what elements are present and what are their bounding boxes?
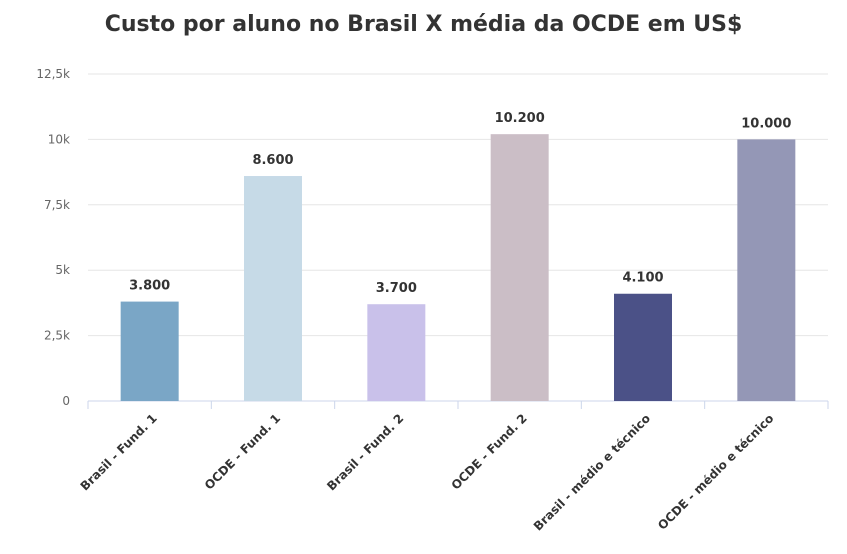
chart-title: Custo por aluno no Brasil X média da OCD… xyxy=(104,12,743,37)
bar[interactable] xyxy=(120,301,179,401)
labels-layer: 3.800 Brasil - Fund. 1 8.600 OCDE - Fund. 1… xyxy=(78,111,792,533)
x-tick-label: OCDE - Fund. 1 xyxy=(202,411,283,492)
y-tick-label: 2,5k xyxy=(44,329,70,343)
bar[interactable] xyxy=(614,293,672,401)
data-label: 4.100 xyxy=(622,271,663,286)
x-tick-label: OCDE - Fund. 2 xyxy=(449,411,530,492)
grid-layer xyxy=(88,73,828,337)
bar[interactable] xyxy=(737,139,796,401)
bar[interactable] xyxy=(367,304,426,401)
data-label: 3.700 xyxy=(376,281,417,296)
y-tick-label: 0 xyxy=(62,394,70,408)
y-tick-label: 12,5k xyxy=(36,67,70,81)
data-label: 3.800 xyxy=(129,279,170,294)
y-tick-label: 5k xyxy=(55,263,70,277)
axis-layer: 0 2,5k 5k 7,5k 10k 12,5k xyxy=(36,67,829,409)
y-tick-label: 10k xyxy=(48,132,70,146)
data-label: 10.000 xyxy=(741,116,791,131)
data-label: 8.600 xyxy=(252,153,293,168)
x-tick-label: Brasil - Fund. 2 xyxy=(324,411,406,493)
x-tick-label: OCDE - médio e técnico xyxy=(655,411,776,532)
bars-layer xyxy=(120,134,796,401)
bar[interactable] xyxy=(244,176,302,401)
x-tick-label: Brasil - médio e técnico xyxy=(531,411,653,533)
bar[interactable] xyxy=(490,134,549,401)
x-tick-label: Brasil - Fund. 1 xyxy=(78,411,160,493)
y-tick-label: 7,5k xyxy=(44,198,70,212)
data-label: 10.200 xyxy=(495,111,545,126)
